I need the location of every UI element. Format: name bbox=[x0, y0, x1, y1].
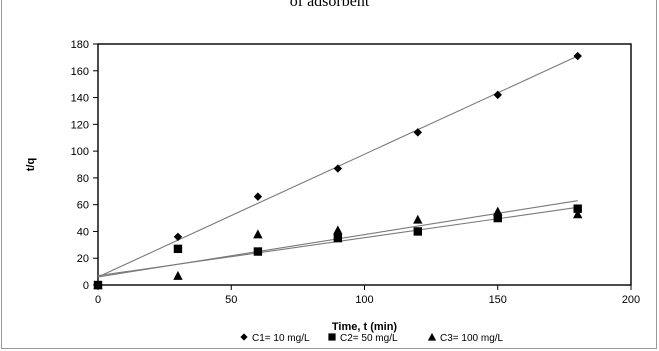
point-series-1 bbox=[333, 164, 343, 173]
point-series-2 bbox=[253, 247, 263, 256]
y-tick-label: 100 bbox=[71, 146, 89, 158]
point-series-1 bbox=[493, 90, 502, 100]
x-tick-label: 0 bbox=[95, 294, 101, 306]
chart-axes: 0 20 40 60 80 100 120 140 160 180 0 50 100 150 200 bbox=[71, 39, 641, 306]
y-tick-label: 140 bbox=[71, 93, 89, 105]
point-series-2 bbox=[333, 233, 343, 243]
legend-label-2: C2= 50 mg/L bbox=[340, 333, 398, 344]
legend: C1= 10 mg/L C2= 50 mg/L C3= 100 mg/L bbox=[240, 332, 504, 344]
x-tick-label: 50 bbox=[225, 294, 237, 306]
point-series-3 bbox=[413, 214, 423, 224]
x-axis-title: Time, t (min) bbox=[332, 321, 398, 333]
y-tick-label: 80 bbox=[77, 173, 89, 185]
point-series-2 bbox=[493, 213, 502, 223]
legend-marker-3 bbox=[427, 332, 437, 341]
point-series-3 bbox=[573, 209, 583, 219]
point-series-3 bbox=[173, 270, 183, 280]
legend-marker-1 bbox=[240, 333, 248, 341]
y-tick-label: 160 bbox=[71, 66, 89, 78]
legend-label-1: C1= 10 mg/L bbox=[252, 333, 310, 344]
y-tick-label: 120 bbox=[71, 119, 89, 131]
data-points bbox=[93, 51, 583, 290]
point-series-3 bbox=[253, 229, 263, 239]
point-series-2 bbox=[573, 204, 582, 213]
point-series-1 bbox=[253, 192, 263, 201]
figure-caption: of adsorbent bbox=[289, 0, 370, 10]
y-tick-label: 60 bbox=[77, 200, 89, 212]
point-series-2 bbox=[413, 227, 422, 236]
x-tick-label: 100 bbox=[355, 294, 373, 306]
y-axis-title: t/q bbox=[25, 158, 37, 171]
legend-label-3: C3= 100 mg/L bbox=[440, 333, 504, 344]
point-series-3 bbox=[493, 206, 503, 216]
point-series-2 bbox=[173, 244, 183, 254]
legend-marker-2 bbox=[328, 333, 336, 341]
point-series-1 bbox=[413, 128, 422, 137]
point-series-3 bbox=[93, 280, 103, 290]
point-series-1 bbox=[173, 232, 183, 241]
y-tick-label: 20 bbox=[77, 253, 89, 265]
x-tick-label: 200 bbox=[622, 294, 640, 306]
y-tick-label: 180 bbox=[71, 39, 89, 51]
y-tick-label: 40 bbox=[77, 226, 89, 238]
y-tick-label: 0 bbox=[83, 280, 89, 292]
point-series-1 bbox=[573, 51, 582, 61]
point-series-3 bbox=[333, 225, 343, 235]
x-tick-label: 150 bbox=[489, 294, 507, 306]
